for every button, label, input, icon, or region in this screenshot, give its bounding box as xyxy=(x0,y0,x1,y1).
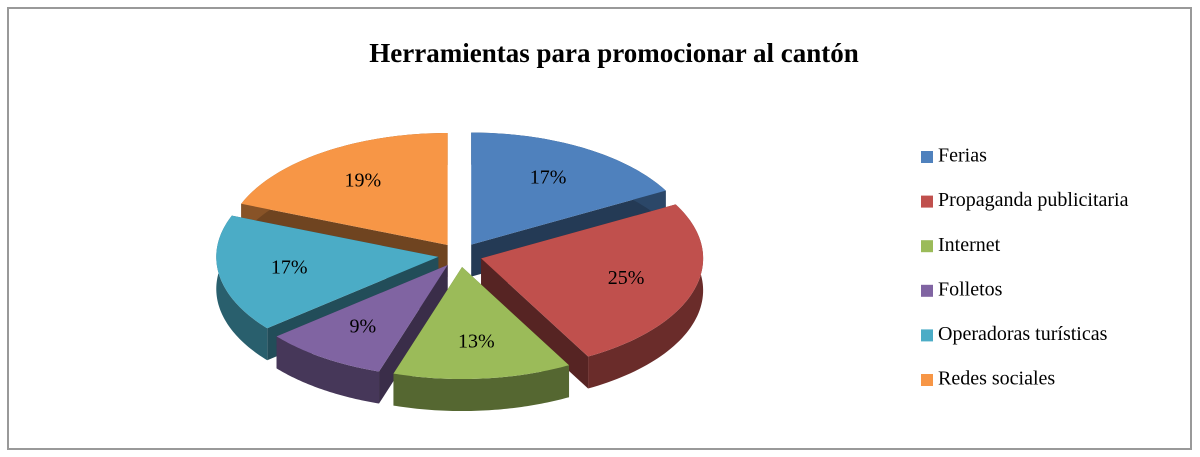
slice-wall xyxy=(588,204,704,389)
data-label: 17% xyxy=(271,256,308,278)
data-label: 19% xyxy=(344,170,381,192)
chart-title: Herramientas para promocionar al cantón xyxy=(369,38,858,68)
slice-wall xyxy=(393,365,570,412)
legend-label: Internet xyxy=(938,234,1001,256)
slice xyxy=(276,265,448,372)
legend-label: Ferias xyxy=(938,145,987,167)
data-label: 9% xyxy=(349,316,376,338)
legend-swatch xyxy=(921,329,933,342)
legend-label: Operadoras turísticas xyxy=(938,323,1108,345)
data-label: 25% xyxy=(608,267,645,289)
slice xyxy=(393,267,570,380)
slice xyxy=(481,204,704,357)
slice xyxy=(471,132,666,245)
legend-label: Redes sociales xyxy=(938,368,1055,390)
slice-wall xyxy=(276,336,380,404)
legend-swatch xyxy=(921,284,933,297)
slice xyxy=(241,132,448,245)
data-label: 13% xyxy=(458,330,495,352)
legend-swatch xyxy=(921,195,933,208)
data-label: 17% xyxy=(530,167,567,189)
slice-side xyxy=(481,258,589,389)
legend-label: Folletos xyxy=(938,278,1003,300)
slice-wall xyxy=(216,215,268,361)
slice xyxy=(216,215,439,329)
legend-swatch xyxy=(921,240,933,253)
legend-swatch xyxy=(921,374,933,386)
legend-label: Propaganda publicitaria xyxy=(938,189,1129,211)
legend-swatch xyxy=(921,151,933,163)
